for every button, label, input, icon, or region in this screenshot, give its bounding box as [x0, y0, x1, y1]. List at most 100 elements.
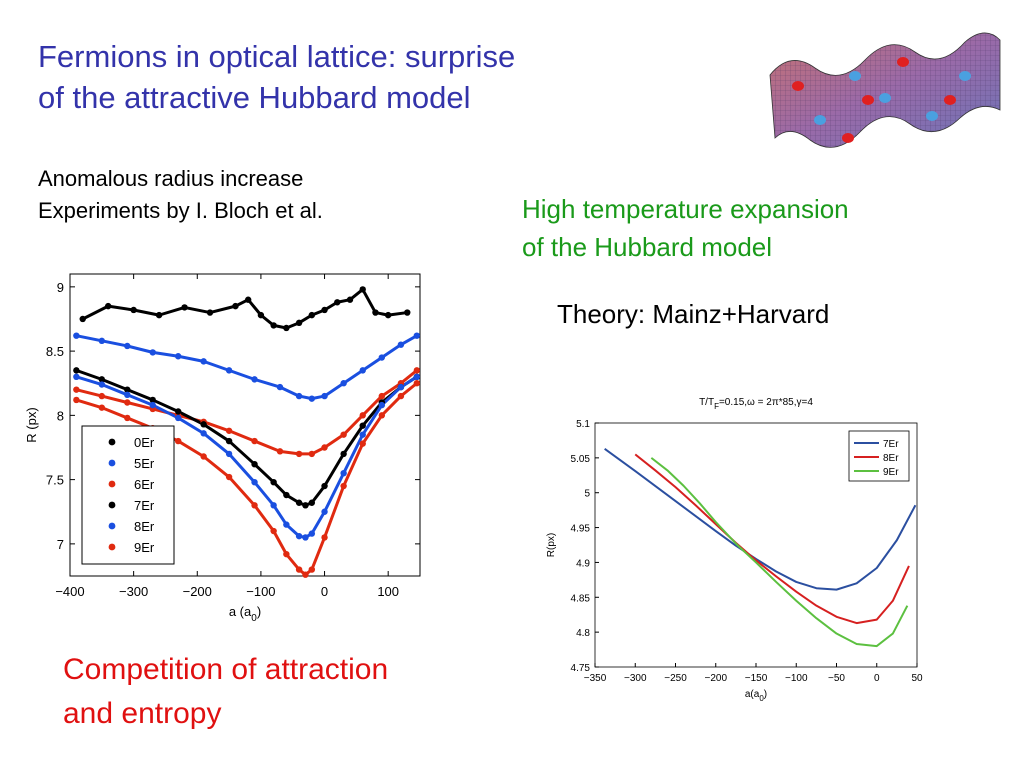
- legend-marker: [108, 501, 116, 509]
- data-point-0Er: [244, 296, 252, 303]
- legend-marker: [108, 522, 116, 530]
- data-point-8Er: [174, 414, 182, 422]
- x-tick-label: 0: [874, 673, 880, 684]
- data-point-6Er: [225, 427, 233, 434]
- data-point-0Er: [334, 299, 341, 306]
- lattice-atom: [862, 95, 874, 105]
- experiment-caption: Anomalous radius increase Experiments by…: [38, 163, 323, 227]
- data-point-5Er: [200, 358, 207, 365]
- lattice-atom: [879, 93, 891, 103]
- data-point-8Er: [124, 391, 131, 398]
- x-tick-label: 0: [321, 584, 328, 599]
- conclusion-line2: and entropy: [63, 697, 222, 730]
- data-point-6Er: [295, 450, 303, 458]
- legend-label: 8Er: [134, 519, 155, 534]
- legend-label: 8Er: [883, 453, 899, 464]
- data-point-7Er: [321, 482, 328, 490]
- data-point-8Er: [251, 478, 258, 486]
- data-point-6Er: [413, 367, 421, 374]
- data-point-9Er: [124, 414, 131, 422]
- data-point-7Er: [98, 376, 106, 383]
- y-tick-label: 7: [57, 537, 64, 552]
- data-point-8Er: [73, 373, 80, 381]
- data-point-9Er: [321, 534, 328, 541]
- legend-label: 7Er: [134, 498, 155, 513]
- legend-label: 7Er: [883, 439, 899, 450]
- data-point-0Er: [321, 306, 328, 314]
- data-point-0Er: [372, 309, 379, 316]
- data-point-9Er: [359, 440, 366, 447]
- x-tick-label: −50: [828, 673, 845, 684]
- data-point-8Er: [302, 534, 309, 541]
- data-point-9Er: [98, 404, 106, 411]
- data-point-7Er: [174, 408, 182, 415]
- conclusion-text: Competition of attraction and entropy: [63, 648, 388, 736]
- data-point-9Er: [283, 550, 290, 558]
- data-point-5Er: [359, 367, 366, 374]
- data-point-0Er: [308, 311, 316, 319]
- chart-title: T/TF=0.15,ω = 2π*85,γ=4: [699, 397, 813, 411]
- data-point-5Er: [124, 342, 131, 350]
- curve-7Er: [604, 447, 917, 591]
- legend-marker: [108, 543, 116, 551]
- x-tick-label: −200: [183, 584, 212, 599]
- data-point-0Er: [295, 319, 303, 327]
- theory-chart: T/TF=0.15,ω = 2π*85,γ=4 −350 −300 −250 −200 −…: [546, 397, 923, 703]
- legend-marker: [108, 459, 116, 467]
- y-tick-label: 4.8: [576, 628, 590, 639]
- slide-title-line1: Fermions in optical lattice: surprise: [38, 39, 516, 74]
- data-point-6Er: [340, 431, 347, 438]
- data-point-8Er: [270, 502, 277, 509]
- legend-label: 6Er: [134, 477, 155, 492]
- data-point-5Er: [308, 395, 316, 402]
- data-point-5Er: [73, 332, 80, 339]
- conclusion-line1: Competition of attraction: [63, 653, 389, 686]
- data-point-8Er: [340, 469, 347, 477]
- slide-title: Fermions in optical lattice: surprise of…: [38, 36, 738, 118]
- data-point-7Er: [73, 367, 80, 374]
- data-point-9Er: [308, 566, 316, 573]
- data-point-7Er: [283, 491, 290, 499]
- data-point-5Er: [397, 341, 405, 348]
- data-point-8Er: [321, 508, 328, 515]
- legend-box: [81, 425, 175, 565]
- data-point-0Er: [283, 324, 290, 332]
- y-axis-label: R(px): [546, 533, 557, 557]
- data-point-0Er: [155, 311, 163, 319]
- lattice-atom: [849, 71, 861, 81]
- optical-lattice-illustration: [769, 32, 1001, 148]
- y-tick-label: 4.9: [576, 558, 590, 569]
- x-tick-label: −350: [584, 673, 607, 684]
- data-point-7Er: [149, 396, 156, 404]
- data-point-7Er: [225, 437, 233, 445]
- curve-9Er: [650, 457, 909, 648]
- data-point-9Er: [295, 566, 303, 573]
- data-point-9Er: [200, 453, 207, 460]
- data-point-8Er: [200, 430, 207, 437]
- data-point-6Er: [308, 450, 316, 458]
- lattice-atom: [897, 57, 909, 67]
- y-tick-label: 8: [57, 408, 64, 423]
- experiment-caption-line2: Experiments by I. Bloch et al.: [38, 198, 323, 223]
- experiment-chart: −400 −300 −200 −100 0 100 7 7.5 8 8.5 9 a (a0) R (px…: [24, 273, 421, 624]
- data-point-6Er: [276, 448, 284, 455]
- legend-label: 9Er: [883, 467, 899, 478]
- legend-marker: [108, 438, 116, 446]
- x-tick-label: −300: [624, 673, 647, 684]
- data-point-0Er: [384, 311, 392, 319]
- data-point-0Er: [359, 286, 366, 293]
- data-point-5Er: [321, 392, 328, 400]
- data-point-8Er: [295, 532, 303, 540]
- data-point-5Er: [225, 367, 233, 374]
- data-point-6Er: [251, 437, 258, 445]
- data-point-7Er: [308, 499, 316, 506]
- data-point-8Er: [98, 381, 106, 388]
- legend-marker: [108, 480, 116, 488]
- data-point-0Er: [206, 309, 214, 316]
- y-tick-label: 4.95: [571, 524, 591, 535]
- x-tick-label: −250: [664, 673, 687, 684]
- y-tick-label: 4.75: [571, 663, 591, 674]
- y-tick-label: 7.5: [46, 473, 64, 488]
- data-point-0Er: [181, 304, 188, 311]
- data-point-0Er: [404, 309, 411, 316]
